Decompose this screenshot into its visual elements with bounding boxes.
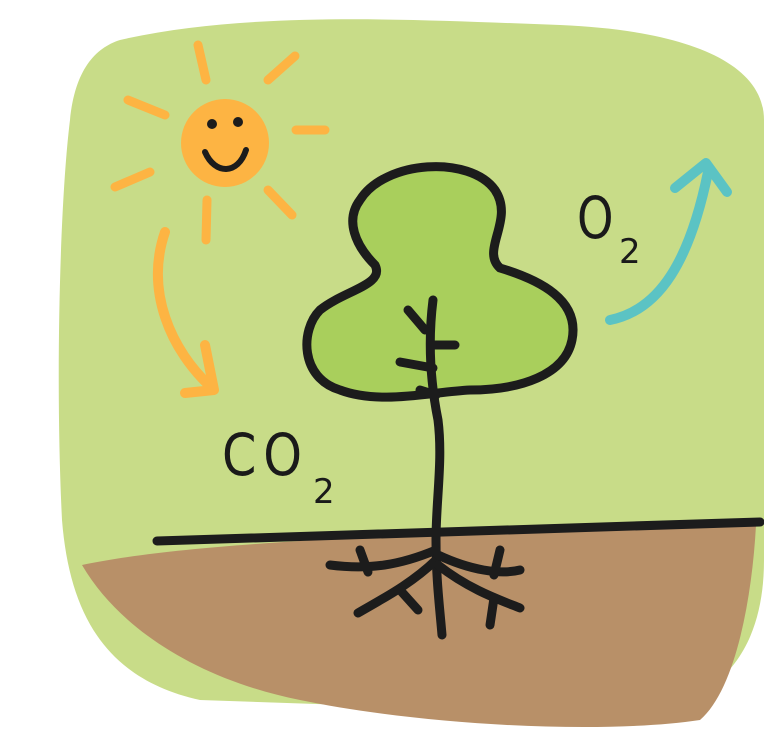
page: CO 2 O 2 (() => { const data = JSON.pars… (0, 0, 764, 731)
illustration: CO 2 O 2 (0, 0, 764, 731)
co2-label: CO (222, 421, 309, 489)
o2-label: O (577, 185, 614, 252)
o2-subscript: 2 (619, 232, 641, 272)
sun-eye (207, 119, 217, 129)
sun-eye (233, 117, 243, 127)
co2-subscript: 2 (313, 472, 335, 512)
sun-face (181, 99, 269, 187)
